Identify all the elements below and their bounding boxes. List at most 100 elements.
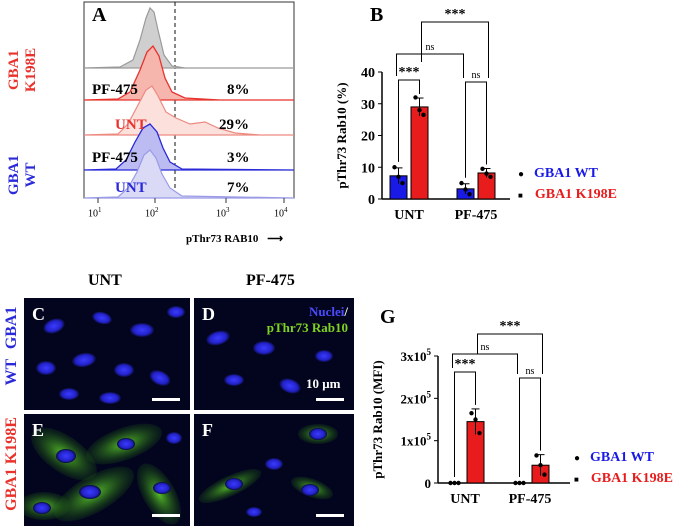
row-label-wt-line2: GBA1 [3,306,20,350]
row-percent-pf475-k198e: 8% [227,82,250,98]
panel-e-letter: E [32,420,45,440]
row-label-pf475-wt: PF-475 [92,150,138,166]
bracket-unt-label: *** [399,65,420,80]
data-point [456,480,461,486]
data-point [459,180,464,186]
bracket-pf475 [519,377,541,477]
bracket-k198e [421,21,489,78]
panel-d-letter: D [202,304,215,324]
x-category-label: UNT [450,492,480,507]
row-label-unt-k198e: UNT [115,117,147,133]
legend-item-k198e: ■ GBA1 K198E [518,187,617,202]
panel-a: A PF-475 8% UNT 29% PF-475 3% UNT 7% GBA… [0,0,300,250]
stain-legend: Nuclei/ pThr73 Rab10 [267,304,348,336]
arrow-right-icon: ⟶ [267,233,283,245]
row-label-wt-line1: WT [3,359,20,386]
panel-f-letter: F [202,420,213,440]
y-tick-label: 20 [361,130,375,145]
y-tick-label: 30 [361,98,375,113]
x-category-label: UNT [394,208,424,223]
row-percent-unt-k198e: 29% [219,117,249,133]
panel-a-histogram-svg [83,1,295,203]
bar-gba1-k198e [410,106,429,200]
stain-nuclei-label: Nuclei [308,304,345,319]
row-label-unt-wt: UNT [115,180,147,196]
data-point [513,480,518,486]
y-axis-label: pThr73 Rab10 (MFI) [370,360,385,478]
panel-b-letter: B [370,4,384,26]
micrograph-f: F [194,414,354,526]
data-point [413,95,418,100]
group-label-wt: GBA1 WT [6,140,40,210]
legend-item-wt: ● GBA1 WT [518,166,598,181]
x-category-label: PF-475 [455,208,498,223]
bracket-wt [396,53,464,78]
data-point [477,430,482,436]
x-axis-label: pThr73 RAB10 ⟶ [186,233,283,245]
bracket-pf475-label: ns [526,366,535,377]
scale-bar-label: 10 μm [306,376,341,391]
y-axis-label: pThr73 Rab10 (%) [334,82,349,188]
bracket-unt-label: *** [455,357,476,372]
y-tick-label: 3x105 [401,347,432,364]
group-label-wt-line2: WT [23,162,39,188]
legend-g: ● GBA1 WT ■ GBA1 K198E [574,448,673,490]
row-label-wt: WT GBA1 [3,296,21,396]
y-tick-label: 0 [425,476,432,491]
bracket-k198e [477,333,543,374]
micrograph-e: E [24,414,190,526]
data-point [534,453,539,458]
nuclei-image [206,330,333,394]
x-tick-label: 102 [145,206,159,220]
data-point [463,187,468,192]
scale-bar [316,514,344,517]
row-percent-pf475-wt: 3% [227,150,250,166]
x-tick-label: 103 [216,206,230,220]
data-point [480,166,485,172]
data-point [392,165,397,170]
bracket-pf475-label: ns [472,70,481,81]
data-point [452,480,457,486]
data-point [417,107,422,113]
square-icon: ■ [574,475,579,484]
bullet-icon: ● [574,453,581,464]
column-header-pf475: PF-475 [246,272,295,289]
scale-bar [316,398,344,401]
group-label-k198e-line1: GBA1 [6,50,22,91]
data-point [484,171,489,176]
data-point [396,174,401,179]
row-percent-unt-wt: 7% [227,180,250,196]
row-label-k198e: GBA1 K198E [3,417,20,511]
x-tick-label: 104 [274,206,288,220]
group-label-k198e-line2: K198E [23,47,39,93]
legend-item-wt: ● GBA1 WT [574,450,654,465]
panel-a-letter: A [92,4,107,26]
panel-b-chart: 0 10 20 30 40 pThr73 Rab10 (%) UNT PF-475 *** ns n… [334,7,510,223]
bracket-k198e-label: *** [500,319,521,334]
bracket-wt [452,353,518,374]
scale-bar [152,514,180,517]
y-tick-label: 40 [361,66,375,81]
data-point [473,417,478,422]
data-point [542,472,547,477]
data-point [469,410,474,416]
legend-item-k198e: ■ GBA1 K198E [574,471,673,486]
nuclei-image [36,306,185,404]
bullet-icon: ● [518,169,525,180]
data-point [448,480,453,486]
micrograph-c: C [24,298,190,410]
rab10-merged-image [198,424,338,517]
histogram-blue-unt [83,149,295,199]
bracket-wt-label: ns [481,342,490,353]
bracket-pf475 [465,81,487,178]
y-tick-label: 0 [368,193,375,208]
data-point [517,480,522,486]
panel-c-letter: C [32,304,45,324]
stain-separator: / [344,304,348,319]
y-tick-label: 1x105 [401,432,432,449]
data-point [467,192,472,197]
scale-bar [152,398,180,401]
bracket-unt [454,371,476,477]
group-label-k198e: GBA1 K198E [6,0,40,140]
histogram-red-unt [83,85,294,136]
